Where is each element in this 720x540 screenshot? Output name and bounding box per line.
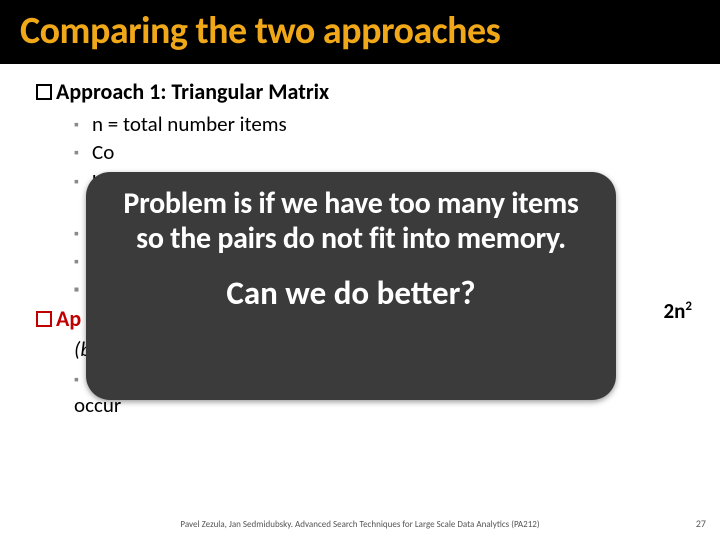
approach-2-heading-text: Ap	[56, 305, 81, 332]
overlay-question-text: Can we do better?	[114, 273, 588, 313]
formula-2n2: 2n2	[663, 298, 692, 324]
overlay-problem-text: Problem is if we have too many items so …	[114, 186, 588, 257]
bullet-co: ▪Co	[74, 139, 634, 165]
slide-title: Comparing the two approaches	[20, 8, 700, 54]
slide-footer: Pavel Zezula, Jan Sedmidubsky. Advanced …	[0, 519, 720, 530]
approach-1-heading-text: Approach 1: Triangular Matrix	[56, 78, 329, 105]
checkbox-icon	[36, 311, 52, 327]
title-bar: Comparing the two approaches	[0, 0, 720, 64]
overlay-callout: Problem is if we have too many items so …	[86, 172, 616, 400]
bullet-n-items: ▪n = total number items	[74, 111, 634, 137]
checkbox-icon	[36, 84, 52, 100]
bullet-icon: ▪	[74, 116, 92, 134]
page-number: 27	[696, 517, 706, 530]
approach-1-heading: Approach 1: Triangular Matrix	[36, 78, 684, 105]
bullet-icon: ▪	[74, 144, 92, 162]
